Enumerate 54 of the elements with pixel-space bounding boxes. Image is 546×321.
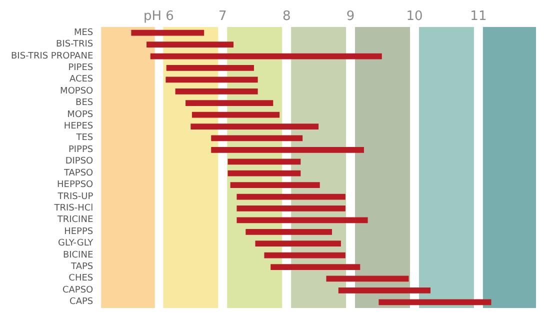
y-tick-label: ACES [69,74,94,85]
bar [326,276,409,282]
bar [146,42,234,48]
y-tick-label: TRIS-UP [56,192,94,202]
y-tick-label: TRICINE [56,215,94,226]
bar [255,240,341,247]
y-tick-label: DIPSO [65,156,94,167]
bar [190,124,319,130]
y-tick-label: CHES [68,274,94,284]
y-tick-label: CAPS [70,297,94,308]
bar [270,264,360,270]
bar [236,206,346,212]
x-tick-label: pH 6 [143,9,174,24]
bar [236,217,368,224]
y-tick-label: PIPPS [68,144,94,155]
y-tick-label: BIS-TRIS [56,40,94,50]
y-tick-label: HEPPS [64,226,94,237]
bar [236,194,346,200]
y-tick-label: BIS-TRIS PROPANE [10,51,94,62]
y-tick-label: BICINE [62,250,94,260]
y-tick-label: MOPSO [60,86,94,96]
bar [150,53,382,60]
bar [186,100,274,106]
bar [246,228,332,235]
y-tick-label: TAPS [70,262,94,272]
y-tick-label: MOPS [67,110,94,120]
bar [338,288,430,294]
bar [228,170,301,176]
bar [228,158,301,165]
x-tick-label: 8 [282,9,291,24]
bar [264,252,346,258]
x-tick-label: 11 [470,9,487,24]
x-tick-label: 9 [346,9,355,24]
bar [211,147,364,153]
bar [378,299,492,306]
y-tick-label: BES [76,98,94,108]
bar [166,76,258,83]
y-tick-label: TRIS-HCl [53,203,94,214]
y-tick-label: TAPSO [62,168,94,178]
y-tick-label: HEPES [64,122,94,132]
bar [230,182,320,188]
y-tick-label: PIPES [68,62,94,73]
x-tick-label: 7 [218,9,227,24]
y-tick-label: TES [75,133,94,144]
x-tick-label: 10 [406,9,423,24]
bar [211,135,303,142]
bar [131,30,204,36]
y-tick-label: GLY-GLY [58,238,94,249]
y-tick-label: CAPSO [62,285,94,296]
bar [175,88,258,94]
bar [192,112,280,118]
y-tick-label: HEPPSO [57,180,94,190]
bar [166,65,254,71]
y-tick-label: MES [74,28,94,38]
